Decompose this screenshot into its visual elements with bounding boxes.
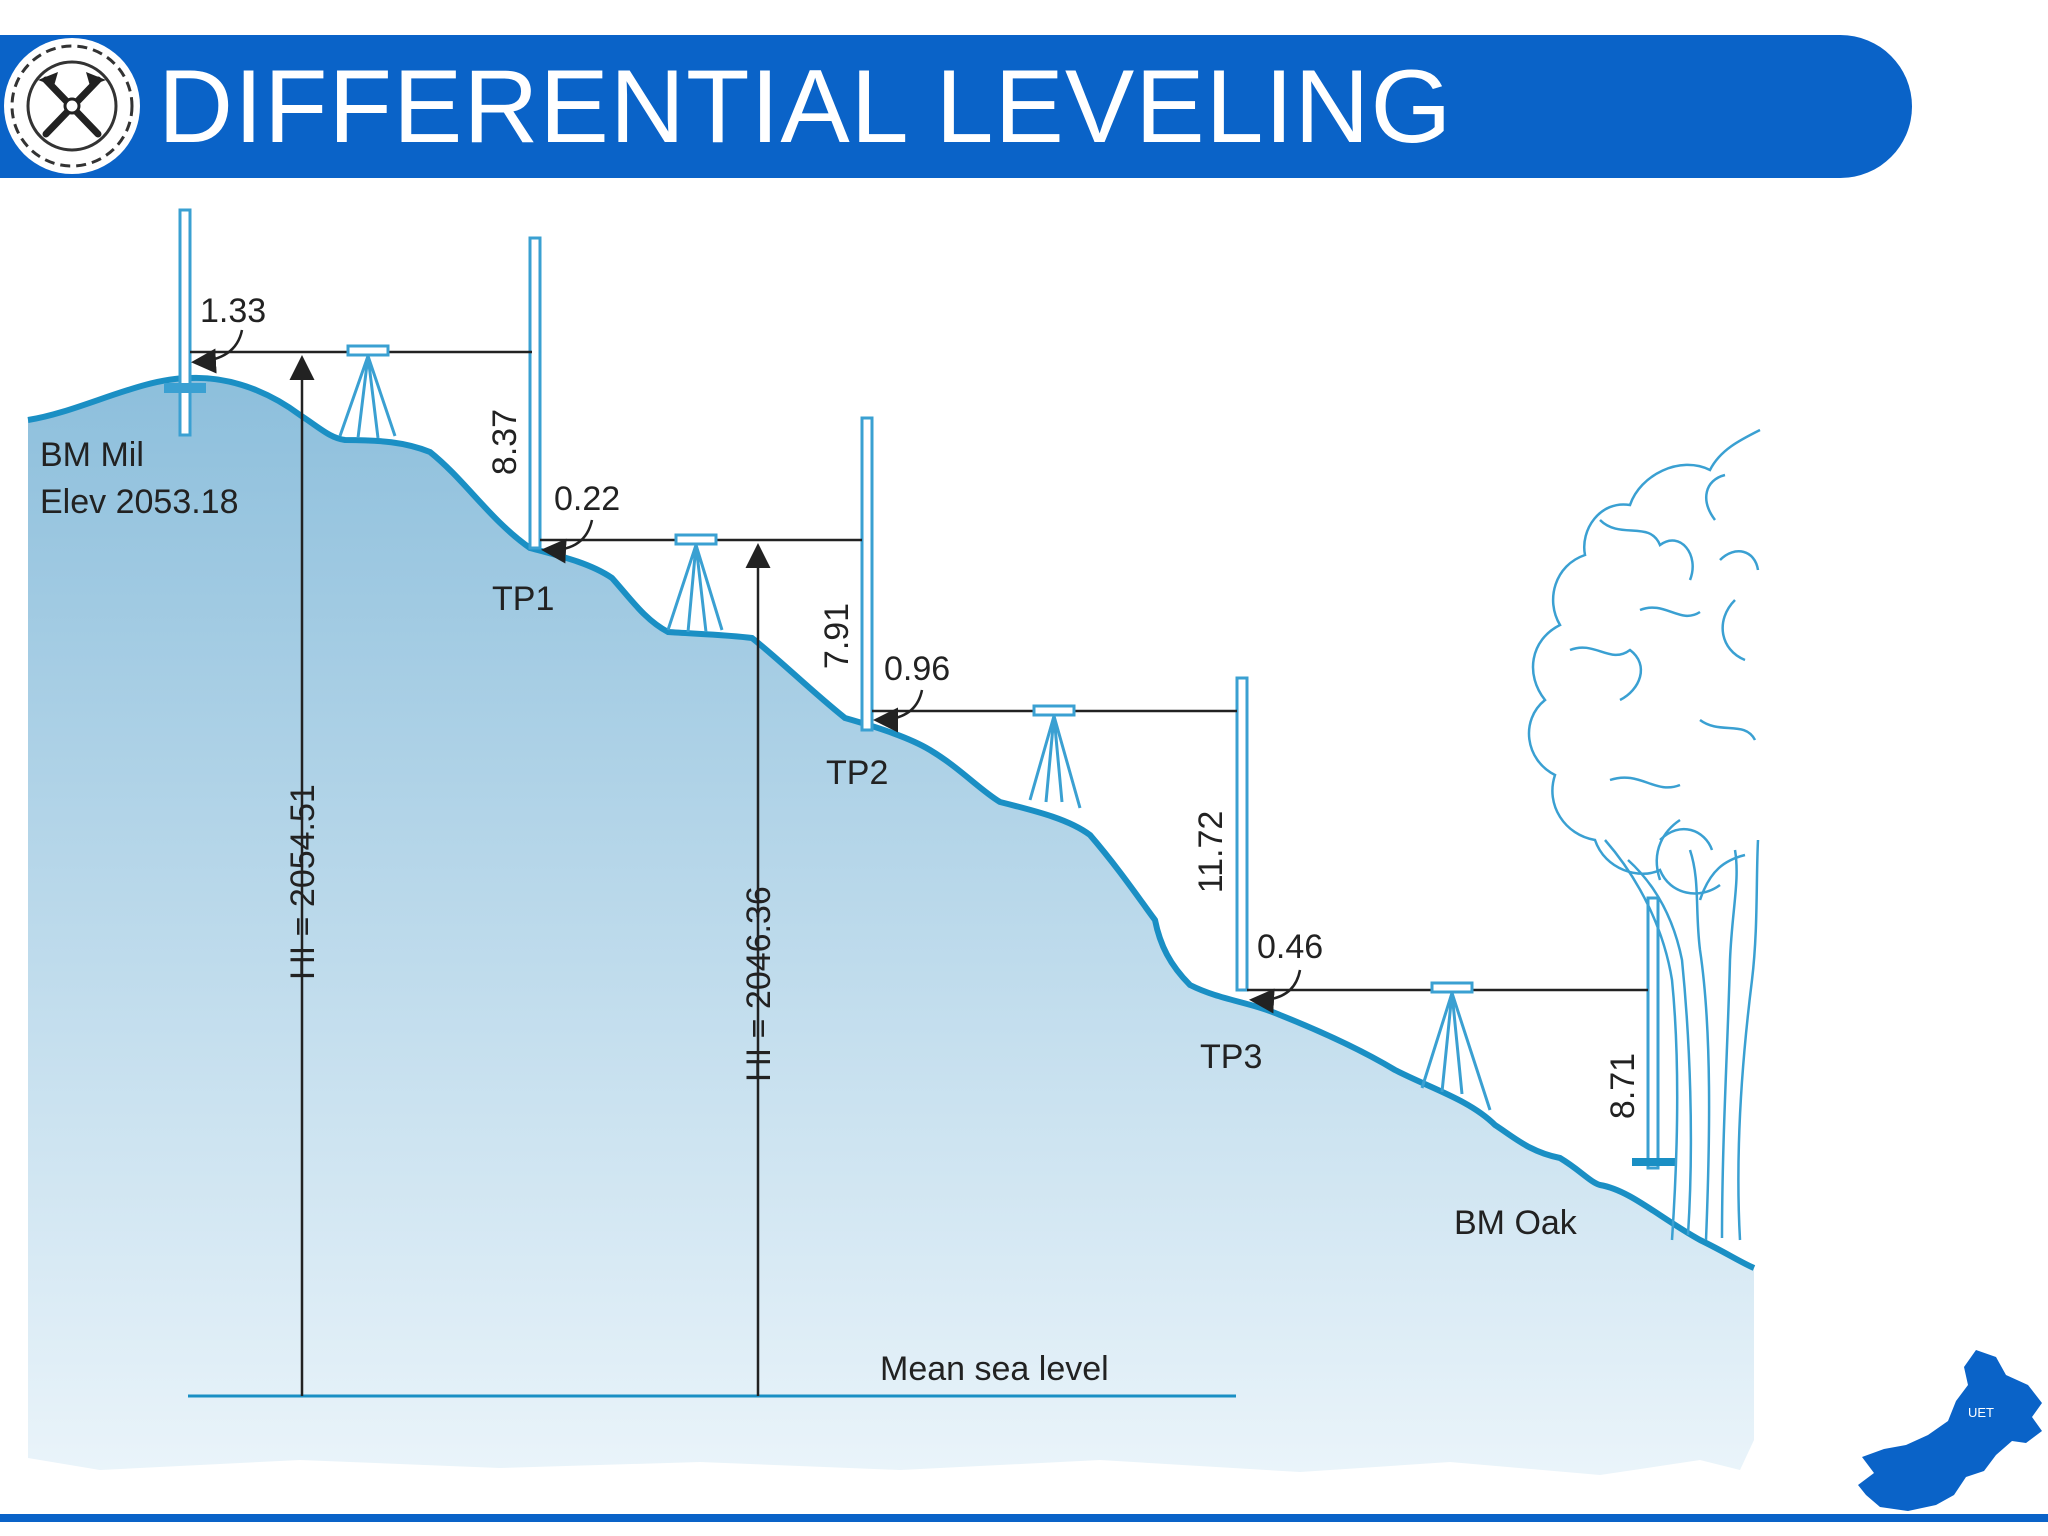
university-seal-icon xyxy=(4,38,140,174)
ground-profile-line xyxy=(27,374,1756,1271)
leveling-rod-icon xyxy=(178,208,192,437)
tree-icon xyxy=(1527,428,1761,1241)
map-logo-text: UET xyxy=(1968,1405,1994,1420)
tripod-icon xyxy=(1028,704,1082,809)
leveling-rod-icon xyxy=(1646,896,1660,1170)
bm-mil-plate xyxy=(164,383,206,393)
bm-oak-plate xyxy=(1632,1158,1676,1166)
foresight-reading: 8.37 xyxy=(486,409,524,475)
foresight-reading: 11.72 xyxy=(1192,811,1230,894)
bm-oak-label: BM Oak xyxy=(1454,1204,1578,1242)
hi-label: HI = 2054.51 xyxy=(284,784,322,980)
backsight-reading: 0.96 xyxy=(884,650,950,688)
pointer-arrow xyxy=(1249,969,1302,1014)
backsight-reading: 0.22 xyxy=(554,480,620,518)
foresight-reading: 8.71 xyxy=(1604,1053,1642,1119)
tripod-icon xyxy=(338,344,397,439)
hi-label: HI = 2046.36 xyxy=(740,886,778,1082)
pointer-arrow xyxy=(873,689,924,733)
title-bar xyxy=(0,35,1912,178)
tripod-icon xyxy=(1420,981,1492,1111)
leveling-rod-icon xyxy=(528,236,542,550)
pointer-arrow xyxy=(191,329,244,374)
tp3-label: TP3 xyxy=(1200,1038,1262,1076)
mean-sea-level-label: Mean sea level xyxy=(880,1350,1109,1388)
backsight-reading: 1.33 xyxy=(200,292,266,330)
leveling-rod-icon xyxy=(1235,676,1249,992)
tp2-label: TP2 xyxy=(826,754,888,792)
bottom-divider xyxy=(0,1514,2048,1522)
ground-area xyxy=(28,377,1754,1475)
tripod-icon xyxy=(666,533,724,633)
page-title: DIFFERENTIAL LEVELING xyxy=(158,49,1453,165)
backsight-reading: 0.46 xyxy=(1257,928,1323,966)
bm-mil-elevation: Elev 2053.18 xyxy=(40,483,239,521)
pointer-arrow xyxy=(541,519,594,564)
foresight-reading: 7.91 xyxy=(818,603,856,669)
tp1-label: TP1 xyxy=(492,580,554,618)
leveling-rod-icon xyxy=(860,416,874,732)
bm-mil-label: BM Mil xyxy=(40,436,144,474)
pakistan-map-icon: UET xyxy=(1858,1350,2042,1511)
